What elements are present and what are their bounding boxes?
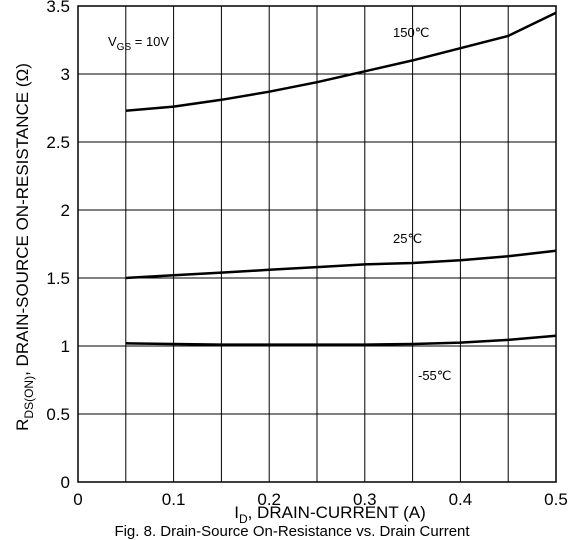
x-axis-label-rest: , DRAIN-CURRENT (A): [248, 503, 426, 522]
y-tick-label: 3: [61, 65, 70, 84]
x-tick-label: 0.2: [257, 490, 281, 509]
x-axis-label: ID, DRAIN-CURRENT (A): [234, 503, 426, 526]
vgs-annotation: VGS = 10V: [108, 34, 169, 53]
series-label-minus55: -55℃: [418, 368, 451, 383]
y-axis-label-main: R: [13, 419, 32, 431]
y-tick-label: 1: [61, 337, 70, 356]
x-axis-label-sub: D: [239, 512, 248, 526]
series-line-1: [125, 249, 557, 280]
vgs-annotation-rest: = 10V: [131, 34, 169, 49]
x-tick-label: 0: [73, 490, 82, 509]
x-tick-label: 0.3: [353, 490, 377, 509]
series-line-0: [125, 11, 557, 112]
series-lines: [125, 11, 557, 346]
grid-lines: [78, 6, 556, 482]
y-axis-label-sub: DS(ON): [22, 376, 36, 419]
vgs-annotation-sub: GS: [117, 42, 132, 53]
vgs-annotation-main: V: [108, 34, 117, 49]
y-tick-label: 1.5: [46, 269, 70, 288]
y-axis-label-rest: , DRAIN-SOURCE ON-RESISTANCE (Ω): [13, 63, 32, 376]
y-tick-label: 3.5: [46, 0, 70, 16]
y-tick-label: 2: [61, 201, 70, 220]
series-line-2: [125, 334, 557, 346]
y-tick-label: 2.5: [46, 133, 70, 152]
x-tick-label: 0.5: [544, 490, 568, 509]
y-tick-labels: 0 0.5 1 1.5 2 2.5 3 3.5: [46, 0, 70, 492]
x-tick-labels: 0 0.1 0.2 0.3 0.4 0.5: [73, 490, 568, 509]
x-tick-label: 0.4: [449, 490, 473, 509]
y-tick-label: 0.5: [46, 405, 70, 424]
y-tick-label: 0: [61, 473, 70, 492]
figure-caption: Fig. 8. Drain-Source On-Resistance vs. D…: [114, 523, 470, 540]
x-tick-label: 0.1: [162, 490, 186, 509]
x-axis-label-main: I: [234, 503, 239, 522]
plot-frame: [77, 5, 557, 483]
y-axis-label: RDS(ON), DRAIN-SOURCE ON-RESISTANCE (Ω): [13, 63, 36, 431]
series-label-25: 25℃: [393, 231, 422, 246]
series-label-150: 150℃: [393, 25, 429, 40]
